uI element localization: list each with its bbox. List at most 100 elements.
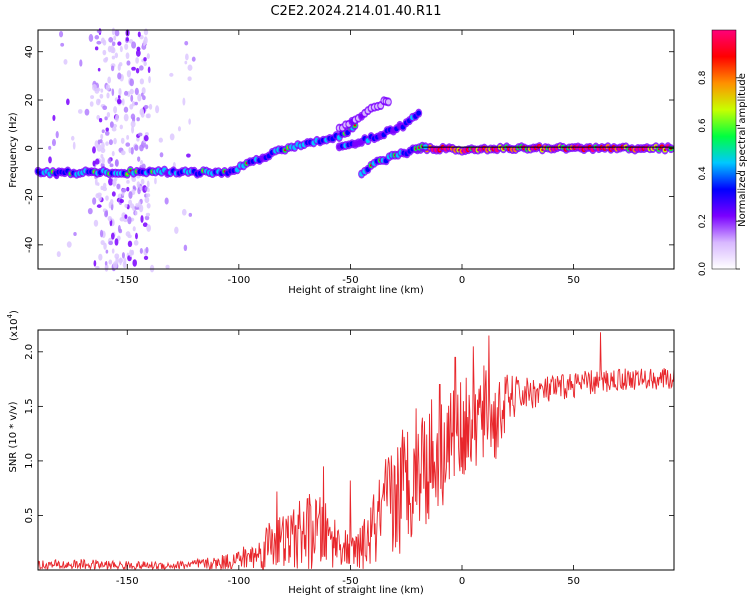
spectrogram-speckle: [48, 145, 52, 150]
spectrogram-speckle: [111, 191, 116, 197]
spectrogram-speckle: [88, 34, 94, 42]
spectrogram-speckle: [104, 210, 109, 218]
spectrogram-y-tick-label: 20: [24, 94, 35, 107]
spectrogram-speckle: [101, 142, 105, 150]
spectrogram-speckle: [131, 125, 135, 134]
spectrogram-speckle: [126, 134, 130, 140]
spectrogram-speckle: [185, 53, 189, 61]
colorbar-label: Normalized spectral amplitude: [737, 73, 748, 227]
snr-panel: -150 -100 -50 0 50 0.5 1.0 1.5 2.0 Height of st…: [6, 310, 675, 596]
spectrogram-speckle: [114, 29, 120, 37]
spectrogram-speckle: [125, 142, 131, 147]
spectrogram-speckle: [130, 113, 136, 120]
colorbar-gradient: [711, 29, 737, 270]
spectrogram-speckle: [169, 72, 174, 77]
spectrogram-speckle: [56, 251, 61, 258]
spectrogram-speckle: [128, 199, 133, 206]
spectrogram-speckle: [144, 196, 150, 204]
spectrogram-speckle: [131, 41, 137, 49]
spectrogram-speckle: [154, 177, 157, 185]
spectrogram-speckle: [103, 242, 107, 250]
spectrogram-speckle: [105, 84, 111, 91]
spectrogram-speckle: [115, 256, 119, 265]
spectrogram-speckle: [117, 41, 122, 46]
spectrogram-speckle: [96, 204, 102, 208]
spectrogram-speckle: [188, 118, 191, 125]
snr-y-tick-label: 1.5: [24, 398, 35, 414]
spectrogram-speckle: [108, 139, 113, 146]
spectrogram-speckle: [107, 157, 112, 164]
snr-x-tick-label: 50: [567, 576, 580, 587]
spectrogram-speckle: [127, 216, 132, 225]
spectrogram-trace-core: [126, 172, 129, 176]
spectrogram-speckle: [137, 93, 142, 102]
spectrogram-speckle: [138, 65, 144, 71]
spectrogram-speckle: [188, 212, 193, 217]
snr-x-tick-label: 0: [459, 576, 465, 587]
spectrogram-speckle: [100, 88, 104, 93]
spectrogram-speckle: [117, 63, 121, 71]
spectrogram-speckle: [146, 224, 151, 232]
spectrogram-speckle: [119, 124, 123, 130]
spectrogram-speckle: [183, 244, 188, 252]
spectrogram-speckle: [125, 37, 129, 42]
snr-multiplier-exponent: 4: [6, 313, 14, 318]
spectrogram-speckle: [139, 160, 144, 166]
spectrogram-speckle: [48, 156, 52, 164]
spectrogram-speckle: [126, 60, 131, 66]
spectrogram-speckle: [51, 138, 56, 147]
spectrogram-speckle: [108, 240, 114, 246]
spectrogram-speckle: [113, 137, 117, 145]
spectrogram-speckle: [119, 216, 125, 222]
spectrogram-speckle: [87, 207, 93, 215]
spectrogram-speckle: [110, 121, 114, 128]
spectrogram-trace-core: [353, 124, 357, 127]
spectrogram-speckle: [139, 144, 144, 152]
spectrogram-speckle: [93, 260, 97, 267]
snr-y-label: SNR (10 * v/v): [8, 401, 19, 472]
spectrogram-speckle: [110, 65, 115, 72]
spectrogram-speckle: [111, 27, 116, 36]
spectrogram-speckle: [120, 137, 125, 144]
snr-multiplier: (x104): [6, 310, 20, 341]
spectrogram-speckle: [139, 248, 143, 254]
spectrogram-trace-point: [416, 110, 422, 116]
spectrogram-speckle: [177, 126, 181, 132]
spectrogram-speckle: [104, 56, 109, 61]
spectrogram-speckle: [145, 212, 151, 217]
spectrogram-speckle: [105, 141, 109, 146]
spectrogram-speckle: [63, 59, 68, 65]
spectrogram-speckle: [159, 152, 164, 158]
spectrogram-speckle: [140, 178, 145, 185]
spectrogram-speckle: [111, 41, 116, 46]
spectrogram-speckle: [92, 146, 96, 154]
spectrogram-speckle: [111, 150, 115, 157]
spectrogram-speckle: [111, 232, 115, 240]
spectrogram-speckle: [116, 183, 121, 190]
spectrogram-speckle: [104, 116, 108, 121]
spectrogram-speckle: [184, 60, 188, 65]
snr-multiplier-close: ): [9, 310, 20, 314]
snr-y-ticks: 0.5 1.0 1.5 2.0: [24, 344, 674, 524]
spectrogram-speckle: [120, 150, 126, 156]
spectrogram-speckle: [52, 114, 56, 122]
spectrogram-y-ticks: -40 -20 0 20 40: [24, 45, 674, 253]
spectrogram-speckle: [117, 94, 121, 100]
snr-y-tick-label: 0.5: [24, 508, 35, 524]
spectrogram-speckle: [92, 84, 97, 91]
colorbar-tick-label: 0.8: [698, 70, 708, 85]
spectrogram-speckle: [73, 232, 77, 237]
spectrogram-speckle: [102, 39, 107, 46]
spectrogram-speckle: [123, 106, 129, 113]
spectrogram-panel: -150 -100 -50 0 50 -40 -20 0 20 40 Height of str…: [8, 27, 675, 296]
spectrogram-speckle: [79, 59, 83, 67]
spectrogram-speckle: [181, 208, 187, 216]
spectrogram-speckle: [146, 180, 150, 188]
spectrogram-speckle: [107, 215, 113, 222]
spectrogram-speckle: [109, 163, 114, 168]
spectrogram-speckle: [164, 197, 169, 205]
spectrogram-speckle: [102, 105, 108, 110]
spectrogram-x-tick-label: -100: [227, 275, 250, 286]
spectrogram-speckle: [144, 132, 149, 136]
